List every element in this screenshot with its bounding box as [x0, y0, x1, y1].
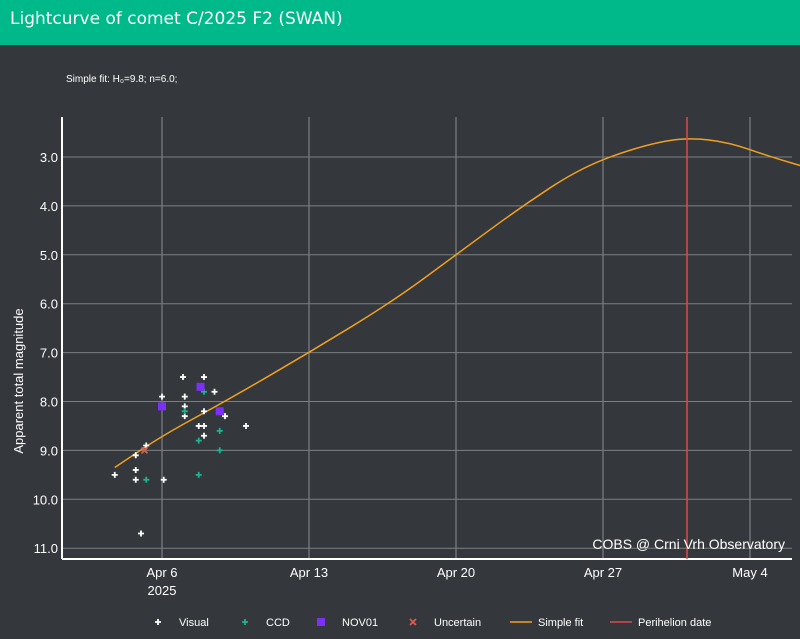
lightcurve-chart: 3.0 4.0 5.0 6.0 7.0 8.0 9.0 10.0 11.0 Apr 6 2025 Ap…	[11, 74, 800, 629]
data-point-visual	[211, 388, 218, 395]
data-point-visual	[132, 466, 139, 473]
legend-label: Uncertain	[434, 617, 481, 629]
data-point-visual	[201, 408, 207, 415]
y-tick-label: 11.0	[34, 541, 58, 556]
data-point-visual	[201, 432, 207, 439]
fit-annotation: Simple fit: H₀=9.8; n=6.0;	[66, 74, 177, 85]
data-point-visual	[159, 393, 165, 400]
data-point-visual	[160, 476, 167, 483]
data-point-nov01	[158, 402, 166, 411]
data-point-ccd	[195, 471, 202, 478]
data-point-uncertain	[140, 446, 149, 455]
legend-item-perihelion-date[interactable]: Perihelion date	[610, 617, 711, 629]
legend-label: NOV01	[342, 617, 378, 629]
data-point-visual	[195, 422, 202, 429]
x-tick-label: Apr 6	[146, 565, 177, 580]
legend-swatch	[409, 618, 417, 626]
y-tick-label: 3.0	[40, 150, 58, 165]
legend-label: CCD	[266, 617, 290, 629]
data-point-visual	[132, 452, 139, 459]
data-point-nov01	[196, 382, 205, 391]
grid	[62, 117, 792, 559]
header-bar: Lightcurve of comet C/2025 F2 (SWAN)	[0, 0, 800, 45]
legend-item-ccd[interactable]: CCD	[242, 617, 290, 629]
data-point-ccd	[195, 437, 202, 444]
data-point-visual	[138, 530, 144, 537]
y-tick-label: 10.0	[33, 492, 58, 507]
data-point-visual	[132, 476, 139, 483]
y-tick-label: 9.0	[40, 443, 58, 458]
data-point-visual	[201, 422, 207, 429]
legend-swatch	[155, 619, 161, 625]
legend-item-simple-fit[interactable]: Simple fit	[510, 617, 583, 629]
data-point-ccd	[216, 427, 223, 434]
data-point-visual	[180, 374, 186, 381]
legend-item-visual[interactable]: Visual	[155, 617, 209, 629]
x-tick-sublabel: 2025	[148, 583, 177, 598]
axes: 3.0 4.0 5.0 6.0 7.0 8.0 9.0 10.0 11.0 Apr 6 2025 Ap…	[33, 117, 792, 598]
y-tick-label: 8.0	[40, 395, 58, 410]
legend-label: Visual	[179, 617, 209, 629]
legend-label: Perihelion date	[638, 617, 711, 629]
simple-fit-line	[114, 138, 800, 469]
legend-label: Simple fit	[538, 617, 583, 629]
data-point-ccd	[216, 447, 223, 454]
y-tick-label: 7.0	[40, 346, 58, 361]
data-point-ccd	[181, 408, 188, 415]
data-point-visual	[181, 393, 188, 400]
legend-swatch	[317, 618, 325, 626]
data-point-visual	[201, 374, 207, 381]
y-tick-label: 5.0	[40, 248, 58, 263]
data-point-ccd	[143, 476, 150, 483]
x-tick-label: May 4	[732, 565, 767, 580]
data-point-visual	[222, 413, 228, 420]
legend-swatch	[242, 619, 248, 625]
x-tick-label: Apr 27	[584, 565, 622, 580]
data-point-visual	[111, 471, 118, 478]
x-tick-label: Apr 20	[437, 565, 475, 580]
legend[interactable]: Visual CCD NOV01 Uncertain Simple fit Perihel…	[155, 617, 711, 629]
data-point-visual	[243, 422, 249, 429]
legend-item-nov01[interactable]: NOV01	[317, 617, 378, 629]
x-tick-label: Apr 13	[290, 565, 328, 580]
y-tick-label: 4.0	[40, 199, 58, 214]
simple-fit-curve	[114, 117, 800, 559]
y-axis-label: Apparent total magnitude	[11, 308, 26, 453]
observations	[111, 374, 249, 537]
y-tick-label: 6.0	[40, 297, 58, 312]
data-point-nov01	[215, 407, 224, 416]
legend-item-uncertain[interactable]: Uncertain	[409, 617, 481, 629]
page-title: Lightcurve of comet C/2025 F2 (SWAN)	[10, 9, 343, 29]
watermark: COBS @ Crni Vrh Observatory	[592, 536, 785, 552]
